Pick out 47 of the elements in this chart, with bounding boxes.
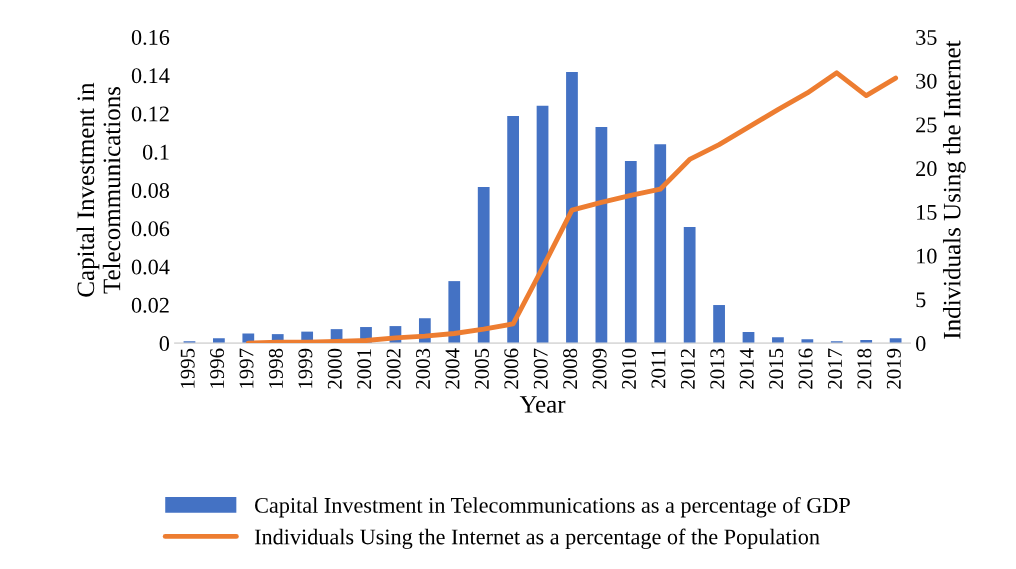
x-tick-label: 2005: [474, 348, 489, 389]
x-tick-label: 2014: [739, 348, 754, 389]
y-tick-label: 0: [159, 336, 170, 352]
x-tick-label: 2008: [563, 348, 578, 389]
x-tick-label: 2000: [327, 348, 342, 389]
y2-tick-label: 35: [916, 29, 937, 45]
y-tick-label: 0.08: [131, 182, 170, 199]
x-tick-label: 1997: [239, 348, 254, 388]
x-tick-label: 2003: [416, 348, 431, 389]
x-tick-label: 2010: [621, 348, 637, 389]
x-tick-label: 2001: [357, 349, 372, 389]
y2-axis-title: Individuals Using the Internet: [942, 40, 966, 339]
y2-tick-label: 20: [916, 161, 937, 177]
x-tick-label: 2009: [592, 348, 607, 389]
y-tick-label: 0.12: [131, 106, 169, 122]
y-axis-title: Capital Investment in Telecommunications: [76, 82, 121, 297]
y-tick-label: 0.16: [131, 29, 170, 46]
legend-label: Individuals Using the Internet as a percentage of the Population: [254, 528, 820, 549]
x-axis-title: Year: [519, 396, 566, 413]
x-tick-label: 2016: [798, 348, 813, 389]
x-tick-label: 2006: [504, 348, 519, 389]
x-tick-label: 2011: [651, 349, 666, 388]
y-tick-label: 0.1: [142, 144, 169, 160]
legend-label: Capital Investment in Telecommunications as a percentage of GDP: [255, 497, 850, 518]
x-tick-label: 2019: [886, 348, 901, 389]
x-tick-label: 2013: [710, 348, 725, 389]
y2-tick-label: 15: [917, 204, 937, 220]
y-tick-label: 0.14: [131, 68, 170, 84]
y2-tick-label: 25: [916, 117, 937, 133]
x-tick-label: 2007: [533, 348, 548, 389]
y2-tick-label: 10: [917, 248, 937, 264]
y-tick-label: 0.02: [131, 297, 169, 313]
y2-tick-label: 30: [916, 73, 937, 89]
x-tick-label: 2015: [769, 348, 784, 389]
x-tick-label: 2018: [857, 348, 872, 389]
x-tick-label: 2012: [680, 349, 695, 389]
y-tick-label: 0.06: [131, 221, 170, 237]
y2-tick-label: 0: [916, 336, 926, 352]
x-tick-label: 2017: [827, 348, 842, 389]
x-tick-label: 2002: [386, 349, 401, 389]
x-tick-label: 1999: [298, 348, 313, 388]
y2-tick-label: 5: [916, 292, 926, 308]
y-tick-label: 0.04: [131, 259, 170, 275]
x-tick-label: 2004: [445, 348, 460, 389]
x-tick-label: 1996: [210, 348, 225, 388]
x-tick-label: 1998: [268, 348, 283, 388]
x-tick-label: 1995: [180, 348, 195, 388]
